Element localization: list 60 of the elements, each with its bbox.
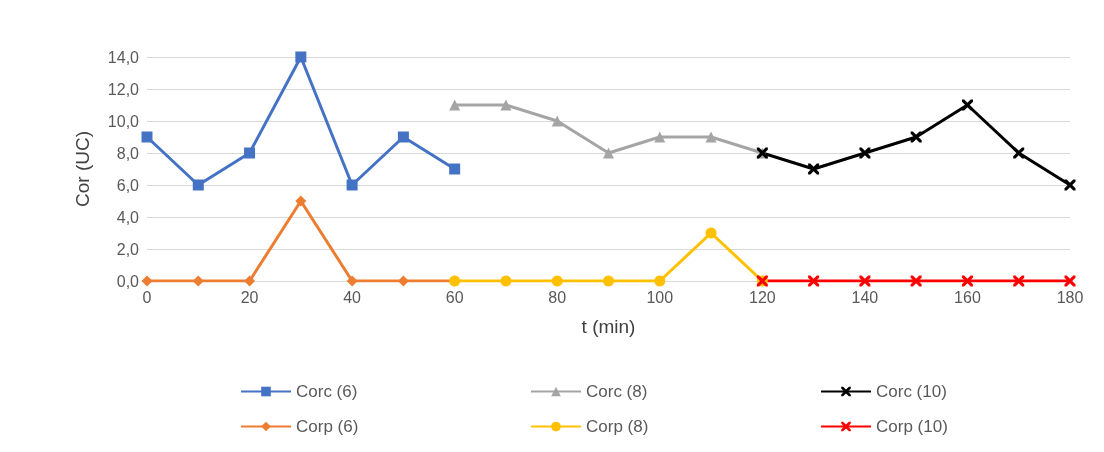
y-tick-label: 6,0 <box>116 176 140 194</box>
point <box>961 99 973 111</box>
point <box>910 131 922 143</box>
point <box>449 163 461 175</box>
point <box>705 131 717 143</box>
y-tick-label: 14,0 <box>107 48 140 66</box>
legend-label: Corp (6) <box>296 417 359 436</box>
point <box>859 275 871 287</box>
point <box>961 275 973 287</box>
x-tick-label: 160 <box>954 288 981 306</box>
point <box>603 147 614 159</box>
y-tick-label: 8,0 <box>116 144 140 162</box>
point <box>551 115 563 127</box>
y-tick-label: 4,0 <box>116 208 140 226</box>
point <box>1064 275 1076 287</box>
point <box>551 275 563 287</box>
point <box>500 275 512 287</box>
point <box>244 147 256 159</box>
point <box>346 275 358 287</box>
y-tick-label: 12,0 <box>107 80 140 98</box>
legend-label: Corc (8) <box>586 382 648 401</box>
point <box>1013 147 1025 159</box>
point <box>654 131 666 143</box>
point <box>705 227 717 239</box>
x-tick-label: 80 <box>548 288 567 306</box>
legend-label: Corc (6) <box>296 382 358 401</box>
legend-label: Corc (10) <box>876 382 947 401</box>
point <box>859 147 871 159</box>
point <box>910 275 922 287</box>
x-tick-label: 140 <box>851 288 879 306</box>
point <box>192 179 204 191</box>
point <box>500 99 512 111</box>
x-axis-title: t (min) <box>581 316 636 337</box>
point <box>1013 275 1025 287</box>
x-tick-label: 60 <box>445 288 464 306</box>
x-tick-label: 20 <box>240 288 259 306</box>
point <box>141 275 153 287</box>
x-tick-label: 120 <box>748 288 776 306</box>
x-tick-label: 40 <box>343 288 362 306</box>
point <box>244 275 256 287</box>
y-tick-label: 0,0 <box>116 272 140 290</box>
legend-label: Corp (10) <box>876 417 948 436</box>
point <box>141 131 153 143</box>
x-tick-label: 180 <box>1056 288 1084 306</box>
legend-label: Corp (8) <box>586 417 649 436</box>
point <box>295 195 307 207</box>
point <box>449 99 461 111</box>
x-tick-label: 0 <box>142 288 152 306</box>
point <box>808 163 820 175</box>
point <box>603 275 614 287</box>
point <box>654 275 666 287</box>
point <box>346 179 358 191</box>
point <box>295 51 307 63</box>
x-tick-label: 100 <box>646 288 674 306</box>
y-tick-label: 2,0 <box>116 240 140 258</box>
y-axis-title: Cor (UC) <box>72 131 93 207</box>
point <box>397 131 409 143</box>
y-tick-label: 10,0 <box>107 112 140 130</box>
point <box>808 275 820 287</box>
point <box>1064 179 1076 191</box>
